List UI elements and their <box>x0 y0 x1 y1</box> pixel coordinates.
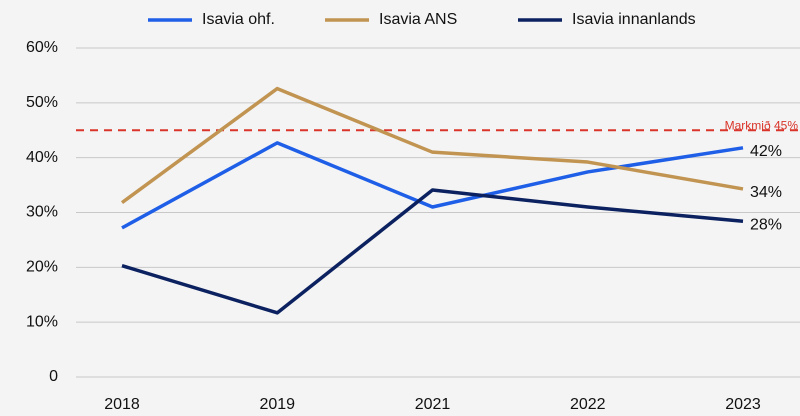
y-tick-label: 60% <box>26 39 58 56</box>
y-tick-label: 10% <box>26 313 58 330</box>
value-label: 28% <box>750 216 782 233</box>
y-tick-label: 0 <box>49 368 58 385</box>
x-tick-label: 2023 <box>725 396 761 413</box>
y-tick-label: 20% <box>26 259 58 276</box>
y-tick-label: 50% <box>26 94 58 111</box>
y-tick-label: 40% <box>26 149 58 166</box>
series-line <box>121 188 744 315</box>
series-line <box>120 86 744 205</box>
value-label: 34% <box>750 184 782 201</box>
legend-label: Isavia ohf. <box>202 11 275 28</box>
legend-label: Isavia ANS <box>379 11 457 28</box>
x-tick-label: 2018 <box>104 396 140 413</box>
y-tick-label: 30% <box>26 204 58 221</box>
x-tick-label: 2021 <box>415 396 451 413</box>
legend-label: Isavia innanlands <box>572 11 696 28</box>
x-tick-label: 2022 <box>570 396 606 413</box>
x-tick-label: 2019 <box>259 396 295 413</box>
value-label: 42% <box>750 143 782 160</box>
series-line <box>121 141 744 230</box>
target-label: Markmið 45% <box>725 118 799 132</box>
